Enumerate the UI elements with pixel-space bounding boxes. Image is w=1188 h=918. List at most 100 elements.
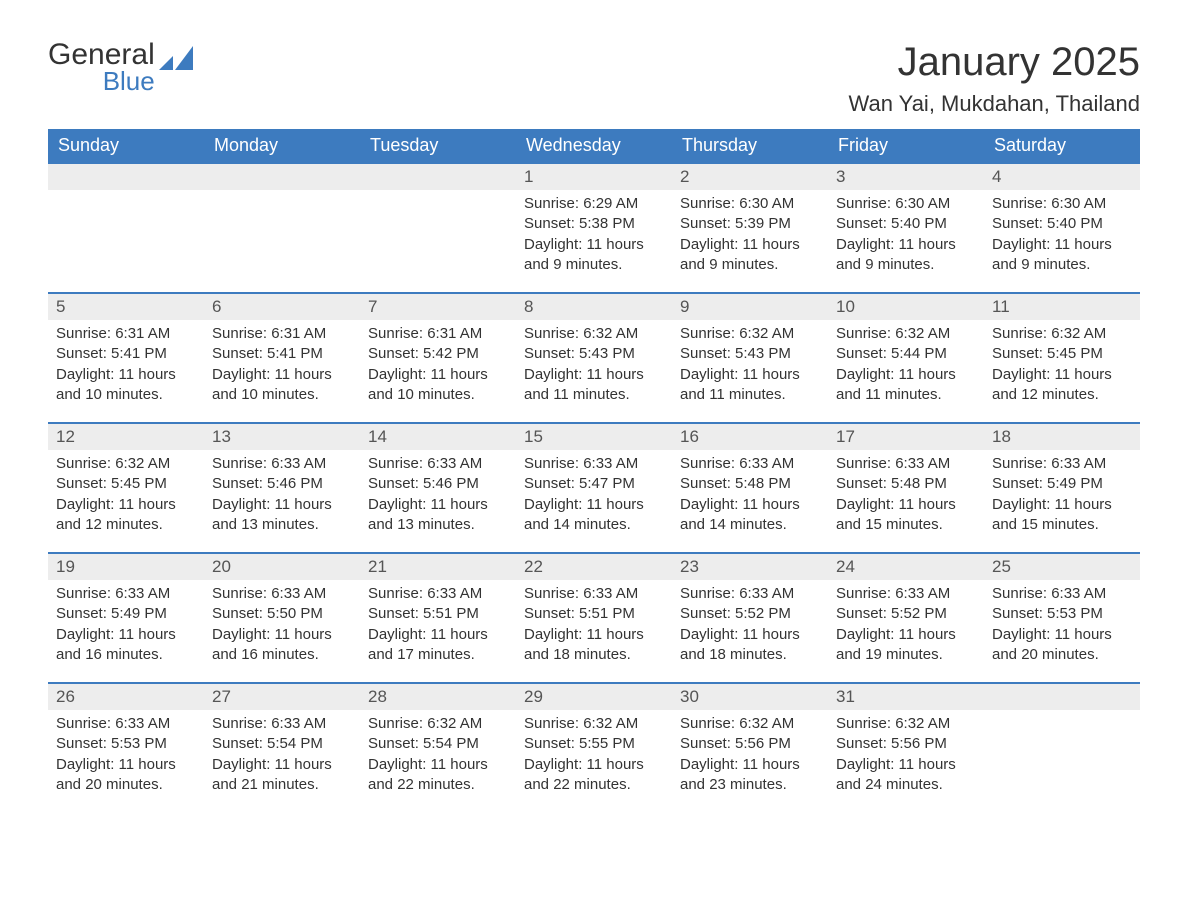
weekday-header: Thursday [672, 129, 828, 162]
sunrise-line: Sunrise: 6:33 AM [836, 454, 976, 474]
sunset-line: Sunset: 5:45 PM [992, 344, 1132, 364]
calendar-table: SundayMondayTuesdayWednesdayThursdayFrid… [48, 129, 1140, 812]
day-body: Sunrise: 6:33 AMSunset: 5:51 PMDaylight:… [360, 580, 516, 675]
daylight-line: Daylight: 11 hours and 10 minutes. [368, 365, 508, 406]
sunset-line: Sunset: 5:41 PM [56, 344, 196, 364]
daylight-line: Daylight: 11 hours and 9 minutes. [680, 235, 820, 276]
sunset-line: Sunset: 5:48 PM [680, 474, 820, 494]
calendar-day-cell: 3Sunrise: 6:30 AMSunset: 5:40 PMDaylight… [828, 162, 984, 292]
sunrise-line: Sunrise: 6:32 AM [680, 714, 820, 734]
calendar-day-cell: 8Sunrise: 6:32 AMSunset: 5:43 PMDaylight… [516, 292, 672, 422]
calendar-day-cell: 25Sunrise: 6:33 AMSunset: 5:53 PMDayligh… [984, 552, 1140, 682]
day-body: Sunrise: 6:32 AMSunset: 5:56 PMDaylight:… [672, 710, 828, 805]
calendar-day-cell: 26Sunrise: 6:33 AMSunset: 5:53 PMDayligh… [48, 682, 204, 812]
day-body: Sunrise: 6:33 AMSunset: 5:52 PMDaylight:… [828, 580, 984, 675]
day-number: 2 [672, 162, 828, 190]
day-number: 3 [828, 162, 984, 190]
sunset-line: Sunset: 5:41 PM [212, 344, 352, 364]
weekday-header: Friday [828, 129, 984, 162]
sunrise-line: Sunrise: 6:33 AM [524, 584, 664, 604]
daylight-line: Daylight: 11 hours and 12 minutes. [56, 495, 196, 536]
calendar-day-cell: 11 Sunrise: 6:32 AMSunset: 5:45 PMDayligh… [984, 292, 1140, 422]
calendar-day-cell: 27Sunrise: 6:33 AMSunset: 5:54 PMDayligh… [204, 682, 360, 812]
daylight-line: Daylight: 11 hours and 22 minutes. [524, 755, 664, 796]
day-number: 15 [516, 422, 672, 450]
sunrise-line: Sunrise: 6:32 AM [836, 714, 976, 734]
sunset-line: Sunset: 5:48 PM [836, 474, 976, 494]
day-body: Sunrise: 6:33 AMSunset: 5:49 PMDaylight:… [48, 580, 204, 675]
location: Wan Yai, Mukdahan, Thailand [849, 91, 1140, 117]
calendar-day-cell [984, 682, 1140, 812]
sunrise-line: Sunrise: 6:30 AM [836, 194, 976, 214]
day-body: Sunrise: 6:33 AMSunset: 5:52 PMDaylight:… [672, 580, 828, 675]
daylight-line: Daylight: 11 hours and 21 minutes. [212, 755, 352, 796]
day-number: 28 [360, 682, 516, 710]
calendar-day-cell: 31Sunrise: 6:32 AMSunset: 5:56 PMDayligh… [828, 682, 984, 812]
sunset-line: Sunset: 5:49 PM [56, 604, 196, 624]
sunrise-line: Sunrise: 6:32 AM [524, 714, 664, 734]
day-number [360, 162, 516, 190]
daylight-line: Daylight: 11 hours and 20 minutes. [56, 755, 196, 796]
day-number: 24 [828, 552, 984, 580]
sunset-line: Sunset: 5:53 PM [56, 734, 196, 754]
daylight-line: Daylight: 11 hours and 24 minutes. [836, 755, 976, 796]
sunrise-line: Sunrise: 6:32 AM [680, 324, 820, 344]
sunrise-line: Sunrise: 6:32 AM [56, 454, 196, 474]
day-body: Sunrise: 6:33 AMSunset: 5:54 PMDaylight:… [204, 710, 360, 805]
sunset-line: Sunset: 5:47 PM [524, 474, 664, 494]
daylight-line: Daylight: 11 hours and 9 minutes. [836, 235, 976, 276]
day-body: Sunrise: 6:33 AMSunset: 5:51 PMDaylight:… [516, 580, 672, 675]
daylight-line: Daylight: 11 hours and 9 minutes. [524, 235, 664, 276]
calendar-day-cell: 1Sunrise: 6:29 AMSunset: 5:38 PMDaylight… [516, 162, 672, 292]
day-number: 11 [984, 292, 1140, 320]
day-number: 21 [360, 552, 516, 580]
daylight-line: Daylight: 11 hours and 17 minutes. [368, 625, 508, 666]
sunrise-line: Sunrise: 6:33 AM [56, 714, 196, 734]
logo-blue: Blue [48, 68, 155, 94]
calendar-day-cell: 5Sunrise: 6:31 AMSunset: 5:41 PMDaylight… [48, 292, 204, 422]
calendar-day-cell: 14Sunrise: 6:33 AMSunset: 5:46 PMDayligh… [360, 422, 516, 552]
day-number: 6 [204, 292, 360, 320]
day-body: Sunrise: 6:33 AMSunset: 5:48 PMDaylight:… [672, 450, 828, 545]
calendar-day-cell: 7Sunrise: 6:31 AMSunset: 5:42 PMDaylight… [360, 292, 516, 422]
sunrise-line: Sunrise: 6:33 AM [992, 584, 1132, 604]
sunrise-line: Sunrise: 6:32 AM [992, 324, 1132, 344]
day-body: Sunrise: 6:30 AMSunset: 5:40 PMDaylight:… [828, 190, 984, 285]
sunset-line: Sunset: 5:52 PM [680, 604, 820, 624]
sunrise-line: Sunrise: 6:30 AM [992, 194, 1132, 214]
calendar-week-row: 26Sunrise: 6:33 AMSunset: 5:53 PMDayligh… [48, 682, 1140, 812]
calendar-week-row: 5Sunrise: 6:31 AMSunset: 5:41 PMDaylight… [48, 292, 1140, 422]
day-body: Sunrise: 6:33 AMSunset: 5:46 PMDaylight:… [204, 450, 360, 545]
day-body: Sunrise: 6:33 AMSunset: 5:47 PMDaylight:… [516, 450, 672, 545]
sunset-line: Sunset: 5:46 PM [212, 474, 352, 494]
daylight-line: Daylight: 11 hours and 11 minutes. [680, 365, 820, 406]
calendar-week-row: 19Sunrise: 6:33 AMSunset: 5:49 PMDayligh… [48, 552, 1140, 682]
daylight-line: Daylight: 11 hours and 23 minutes. [680, 755, 820, 796]
day-number: 16 [672, 422, 828, 450]
sunrise-line: Sunrise: 6:33 AM [680, 454, 820, 474]
daylight-line: Daylight: 11 hours and 12 minutes. [992, 365, 1132, 406]
daylight-line: Daylight: 11 hours and 10 minutes. [212, 365, 352, 406]
sunset-line: Sunset: 5:46 PM [368, 474, 508, 494]
day-number: 23 [672, 552, 828, 580]
sunrise-line: Sunrise: 6:31 AM [212, 324, 352, 344]
day-number [204, 162, 360, 190]
calendar-day-cell [360, 162, 516, 292]
sunset-line: Sunset: 5:40 PM [836, 214, 976, 234]
day-number: 12 [48, 422, 204, 450]
logo-mark-icon [159, 46, 193, 70]
calendar-day-cell: 9Sunrise: 6:32 AMSunset: 5:43 PMDaylight… [672, 292, 828, 422]
sunrise-line: Sunrise: 6:33 AM [212, 714, 352, 734]
daylight-line: Daylight: 11 hours and 13 minutes. [368, 495, 508, 536]
day-number [984, 682, 1140, 710]
weekday-header: Monday [204, 129, 360, 162]
daylight-line: Daylight: 11 hours and 11 minutes. [524, 365, 664, 406]
day-body: Sunrise: 6:32 AMSunset: 5:43 PMDaylight:… [516, 320, 672, 415]
calendar-day-cell [48, 162, 204, 292]
day-body: Sunrise: 6:33 AMSunset: 5:50 PMDaylight:… [204, 580, 360, 675]
sunrise-line: Sunrise: 6:33 AM [212, 454, 352, 474]
sunrise-line: Sunrise: 6:32 AM [368, 714, 508, 734]
calendar-day-cell: 28Sunrise: 6:32 AMSunset: 5:54 PMDayligh… [360, 682, 516, 812]
sunset-line: Sunset: 5:40 PM [992, 214, 1132, 234]
daylight-line: Daylight: 11 hours and 14 minutes. [680, 495, 820, 536]
